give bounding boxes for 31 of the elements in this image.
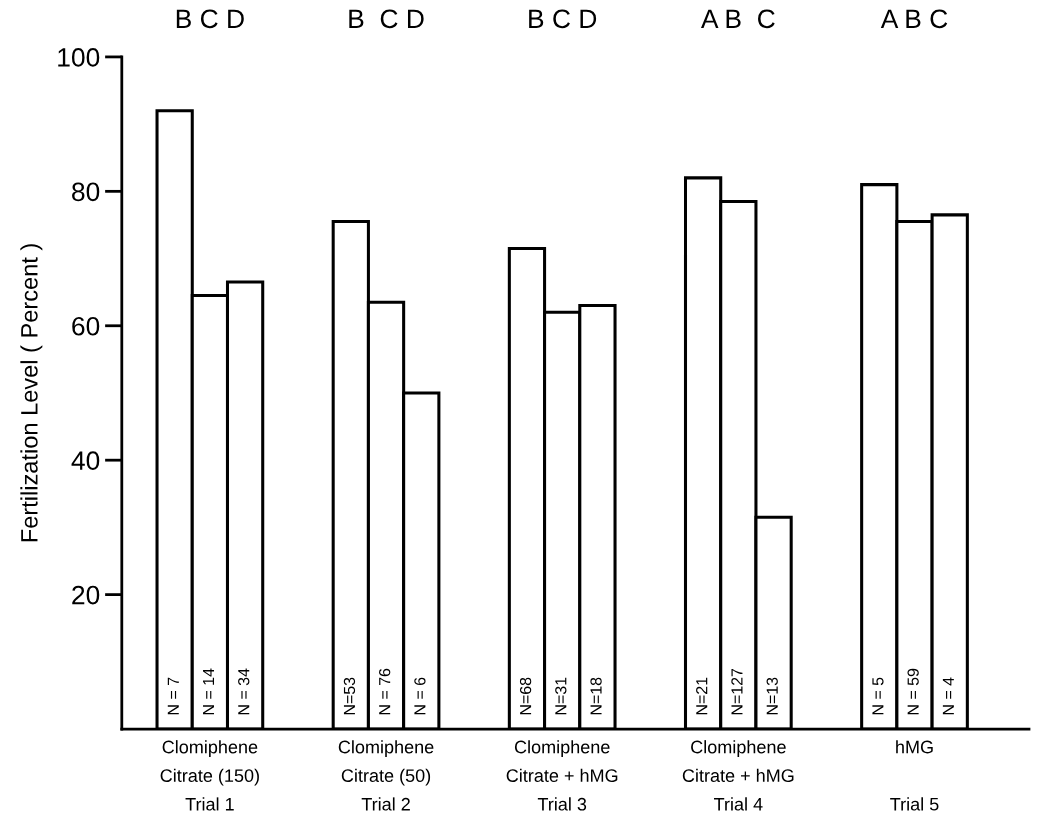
y-tick-label: 80	[72, 182, 100, 202]
category-label: hMG Trial 5	[890, 740, 939, 811]
annotation: N = 59	[907, 668, 919, 715]
x-tick-label: Clomiphene Citrate + hMG Trial 3	[506, 740, 618, 811]
text: B C D	[529, 9, 597, 29]
annotation: N = 76	[379, 668, 391, 715]
annotation: N = 4	[942, 677, 954, 715]
y-tick-label: 100	[58, 48, 100, 67]
annotation: N = 34	[238, 668, 250, 715]
annotation: N=21	[696, 677, 708, 715]
y-axis-title: Fertilization Level ( Percent )	[20, 244, 43, 542]
y-tick-label: 40	[71, 451, 100, 470]
y-tick-label: 60	[72, 316, 100, 336]
annotation: N=127	[731, 668, 743, 715]
x-tick-label: Clomiphene Citrate (150) Trial 1	[160, 740, 259, 811]
x-tick-label: Clomiphene Citrate (50) Trial 2	[338, 740, 434, 811]
x-tick-label: Clomiphene Citrate + hMG Trial 4	[682, 740, 794, 811]
annotation: N = 5	[872, 677, 884, 715]
text: A B C	[701, 9, 775, 29]
text: B C D	[176, 9, 244, 29]
annotation: N=13	[766, 677, 778, 715]
text: A B C	[880, 9, 948, 29]
y-tick-label: 20	[72, 585, 100, 605]
text: B C D	[349, 9, 424, 29]
annotation: N=68	[519, 677, 532, 715]
annotation: N=31	[555, 677, 567, 715]
annotation: N=53	[343, 677, 356, 715]
annotation: N = 14	[203, 668, 215, 715]
annotation: N = 6	[414, 677, 426, 715]
annotation: N=18	[590, 677, 602, 715]
annotation: N = 7	[167, 677, 179, 715]
